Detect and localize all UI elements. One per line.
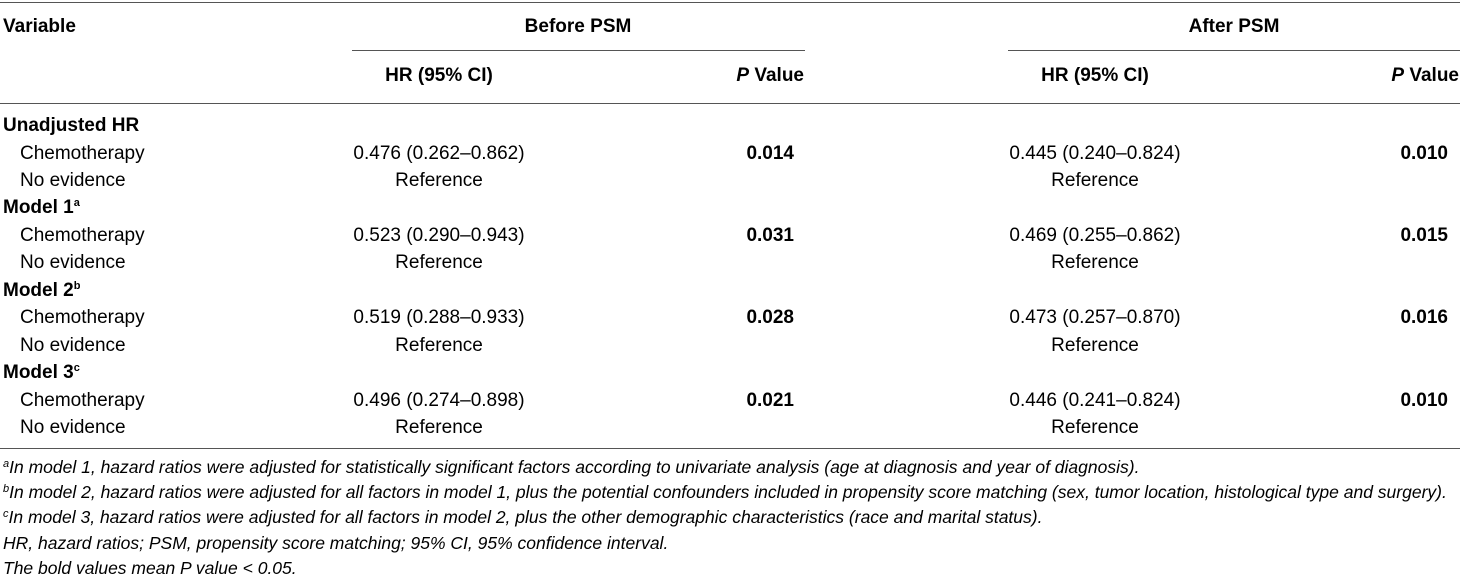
group-label: Model 3c: [3, 362, 80, 383]
row-label-chemotherapy: Chemotherapy: [20, 307, 145, 328]
header-after-psm: After PSM: [1188, 16, 1280, 37]
after-reference: Reference: [1051, 170, 1139, 191]
footnote-a: aIn model 1, hazard ratios were adjusted…: [3, 457, 1140, 477]
after-psm-rule: [1008, 50, 1460, 51]
after-hr-value: 0.473 (0.257–0.870): [1009, 307, 1181, 328]
after-reference: Reference: [1051, 252, 1139, 273]
before-reference: Reference: [395, 417, 483, 438]
before-hr-value: 0.523 (0.290–0.943): [353, 225, 525, 246]
footnote-bold-values: The bold values mean P value < 0.05.: [3, 558, 297, 578]
header-after-hr-ci: HR (95% CI): [1041, 65, 1149, 86]
row-label-no-evidence: No evidence: [20, 417, 126, 438]
group-label: Unadjusted HR: [3, 115, 140, 136]
before-hr-value: 0.476 (0.262–0.862): [353, 143, 525, 164]
before-p-value: 0.014: [746, 143, 794, 164]
before-reference: Reference: [395, 335, 483, 356]
after-hr-value: 0.446 (0.241–0.824): [1009, 390, 1181, 411]
before-p-value: 0.028: [746, 307, 794, 328]
header-after-p-value: P Value: [1391, 65, 1459, 86]
row-label-no-evidence: No evidence: [20, 335, 126, 356]
after-p-value: 0.015: [1400, 225, 1448, 246]
row-label-no-evidence: No evidence: [20, 170, 126, 191]
before-reference: Reference: [395, 170, 483, 191]
after-hr-value: 0.469 (0.255–0.862): [1009, 225, 1181, 246]
footnote-c: cIn model 3, hazard ratios were adjusted…: [3, 507, 1043, 527]
group-label: Model 2b: [3, 280, 81, 301]
table-bottom-rule: [0, 448, 1460, 449]
row-label-no-evidence: No evidence: [20, 252, 126, 273]
after-hr-value: 0.445 (0.240–0.824): [1009, 143, 1181, 164]
header-before-psm: Before PSM: [524, 16, 632, 37]
row-label-chemotherapy: Chemotherapy: [20, 143, 145, 164]
footnote-abbreviations: HR, hazard ratios; PSM, propensity score…: [3, 533, 669, 553]
after-reference: Reference: [1051, 417, 1139, 438]
after-p-value: 0.010: [1400, 143, 1448, 164]
before-psm-rule: [352, 50, 805, 51]
header-bottom-rule: [0, 103, 1460, 104]
before-p-value: 0.021: [746, 390, 794, 411]
before-hr-value: 0.519 (0.288–0.933): [353, 307, 525, 328]
after-p-value: 0.016: [1400, 307, 1448, 328]
header-before-hr-ci: HR (95% CI): [385, 65, 493, 86]
before-hr-value: 0.496 (0.274–0.898): [353, 390, 525, 411]
group-label: Model 1a: [3, 197, 80, 218]
after-p-value: 0.010: [1400, 390, 1448, 411]
before-p-value: 0.031: [746, 225, 794, 246]
top-rule: [0, 2, 1460, 3]
header-variable: Variable: [3, 16, 76, 37]
before-reference: Reference: [395, 252, 483, 273]
row-label-chemotherapy: Chemotherapy: [20, 225, 145, 246]
footnote-b: bIn model 2, hazard ratios were adjusted…: [3, 482, 1447, 502]
row-label-chemotherapy: Chemotherapy: [20, 390, 145, 411]
after-reference: Reference: [1051, 335, 1139, 356]
header-before-p-value: P Value: [736, 65, 804, 86]
